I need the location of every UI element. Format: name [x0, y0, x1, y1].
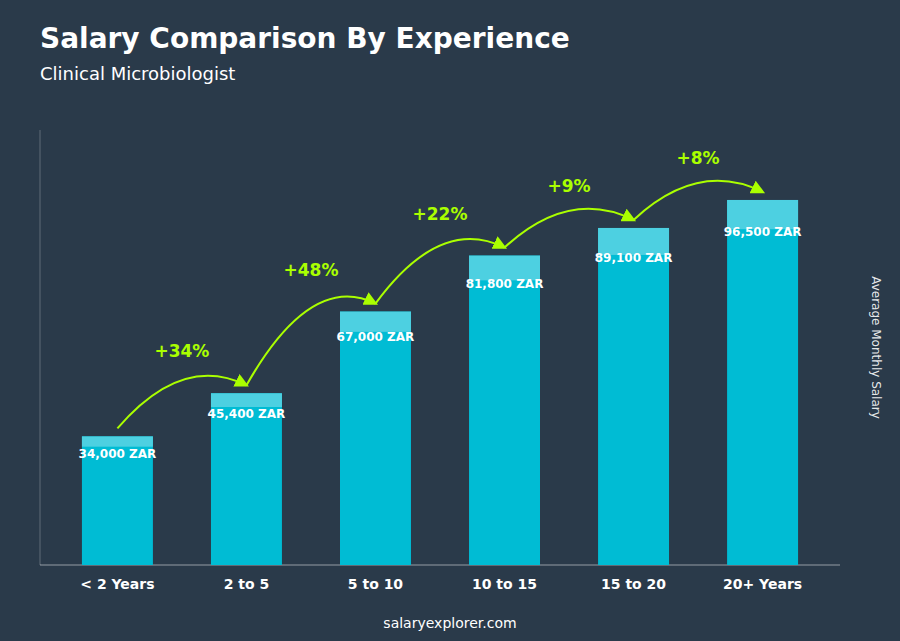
annotation: +9% — [547, 176, 590, 196]
annotation: +8% — [677, 148, 720, 168]
title: Salary Comparison By Experience — [40, 22, 570, 55]
bar — [727, 200, 798, 565]
change-arrow — [375, 239, 504, 304]
x-tick-label: 5 to 10 — [348, 576, 404, 592]
chart: Salary Comparison By Experience Clinical … — [0, 0, 900, 641]
data-label: 81,800 ZAR — [466, 277, 544, 291]
data-label: 34,000 ZAR — [79, 447, 157, 461]
bar-highlight — [211, 393, 282, 407]
footer: salaryexplorer.com — [383, 615, 516, 631]
change-arrows — [117, 181, 762, 429]
x-tick-label: 10 to 15 — [472, 576, 537, 592]
subtitle: Clinical Microbiologist — [40, 63, 235, 84]
change-arrow — [634, 181, 763, 220]
bar — [469, 256, 540, 565]
annotation: +48% — [283, 260, 338, 280]
data-label: 96,500 ZAR — [724, 225, 802, 239]
annotation: +22% — [413, 204, 468, 224]
data-label: 45,400 ZAR — [208, 407, 286, 421]
annotation: +34% — [154, 341, 209, 361]
y-axis-line — [40, 130, 41, 565]
change-arrow — [117, 376, 246, 429]
background — [0, 0, 900, 641]
bar-highlight — [82, 436, 153, 446]
y-axis-label: Average Monthly Salary — [869, 276, 883, 419]
x-tick-label: 2 to 5 — [224, 576, 270, 592]
x-tick-label: 15 to 20 — [601, 576, 666, 592]
x-tick-label: < 2 Years — [80, 576, 154, 592]
bar — [340, 312, 411, 565]
data-label: 89,100 ZAR — [595, 251, 673, 265]
bars — [82, 200, 798, 565]
bar — [598, 228, 669, 565]
x-axis-line — [40, 565, 840, 566]
x-tick-label: 20+ Years — [723, 576, 802, 592]
data-label: 67,000 ZAR — [337, 330, 415, 344]
change-arrow — [505, 209, 634, 248]
chart-container: Salary Comparison By Experience Clinical … — [0, 0, 900, 641]
change-arrow — [246, 297, 375, 386]
